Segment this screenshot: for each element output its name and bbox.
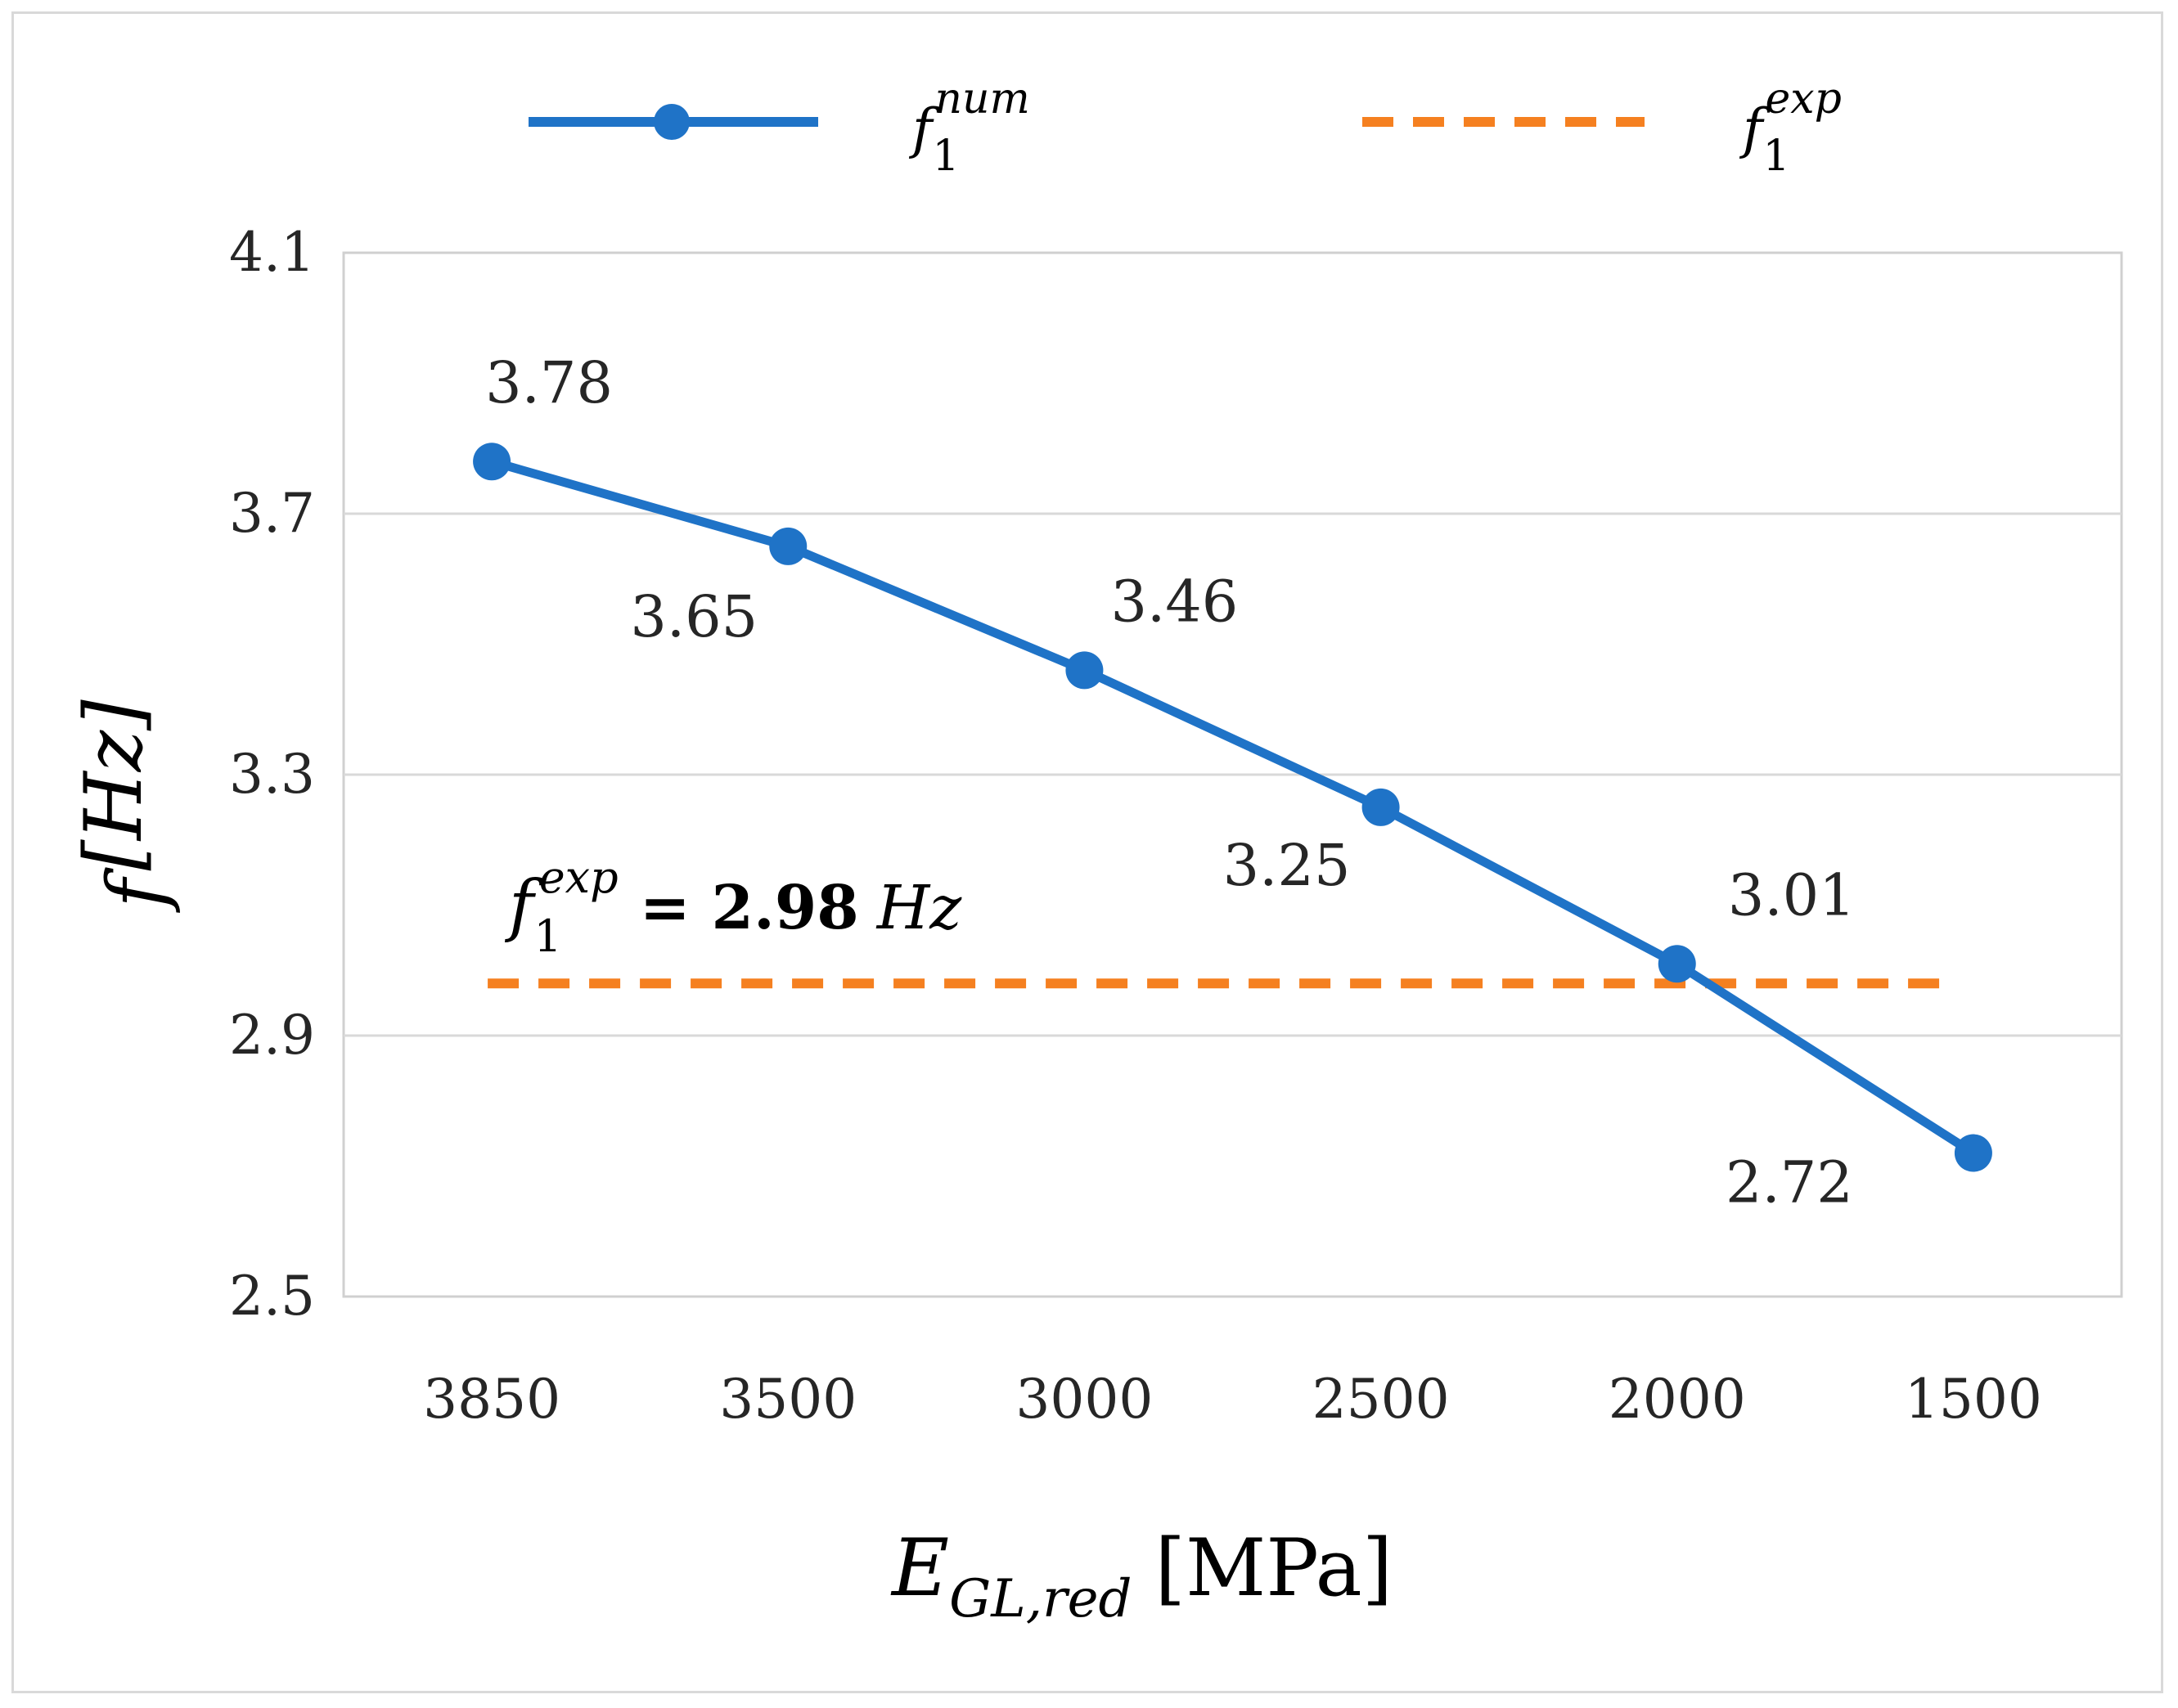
data-point [769, 527, 808, 565]
x-tick-labels: 3850 3500 3000 2500 2000 1500 [423, 1368, 2042, 1431]
data-point [1658, 945, 1696, 983]
plot-area: 4.1 3.7 3.3 2.9 2.5 3850 3500 3000 2500 2000 1500… [229, 221, 2123, 1431]
data-point [473, 443, 511, 481]
y-tick-label: 3.3 [229, 743, 315, 806]
data-point [1361, 788, 1400, 826]
y-tick-label: 2.9 [229, 1004, 315, 1067]
y-tick-label: 2.5 [229, 1265, 315, 1328]
legend: f1num f1exp [529, 74, 1842, 181]
data-label: 3.78 [485, 349, 613, 416]
x-tick-label: 3850 [423, 1368, 560, 1431]
gridlines [344, 512, 2122, 1037]
series-lines [488, 456, 1976, 1157]
data-label: 3.01 [1728, 861, 1856, 928]
data-label: 3.46 [1110, 568, 1238, 635]
data-label: 3.65 [630, 583, 758, 650]
data-labels: 3.78 3.65 3.46 3.25 3.01 2.72 [485, 349, 1856, 1216]
y-tick-labels: 4.1 3.7 3.3 2.9 2.5 [229, 221, 315, 1328]
x-tick-label: 3000 [1015, 1368, 1153, 1431]
x-tick-label: 1500 [1905, 1368, 2042, 1431]
x-tick-label: 2500 [1312, 1368, 1450, 1431]
x-axis-title: EGL,red [MPa] [890, 1522, 1393, 1629]
y-tick-label: 4.1 [229, 221, 315, 284]
legend-num-label: f1num [908, 74, 1030, 181]
data-point [1954, 1134, 1992, 1172]
legend-exp-label: f1exp [1739, 74, 1842, 181]
data-label: 3.25 [1223, 832, 1351, 899]
x-tick-label: 2000 [1609, 1368, 1746, 1431]
exp-annotation: f1exp = 2.98 Hz [504, 852, 962, 962]
legend-num-marker [654, 104, 690, 140]
data-label: 2.72 [1726, 1149, 1853, 1216]
series-line-f1num [490, 456, 1976, 1157]
chart-frame [11, 11, 2163, 1693]
y-axis-title: f[Hz] [68, 699, 182, 913]
data-point [1065, 651, 1104, 690]
markers [473, 443, 1992, 1172]
x-tick-label: 3500 [719, 1368, 857, 1431]
y-tick-label: 3.7 [229, 482, 315, 545]
